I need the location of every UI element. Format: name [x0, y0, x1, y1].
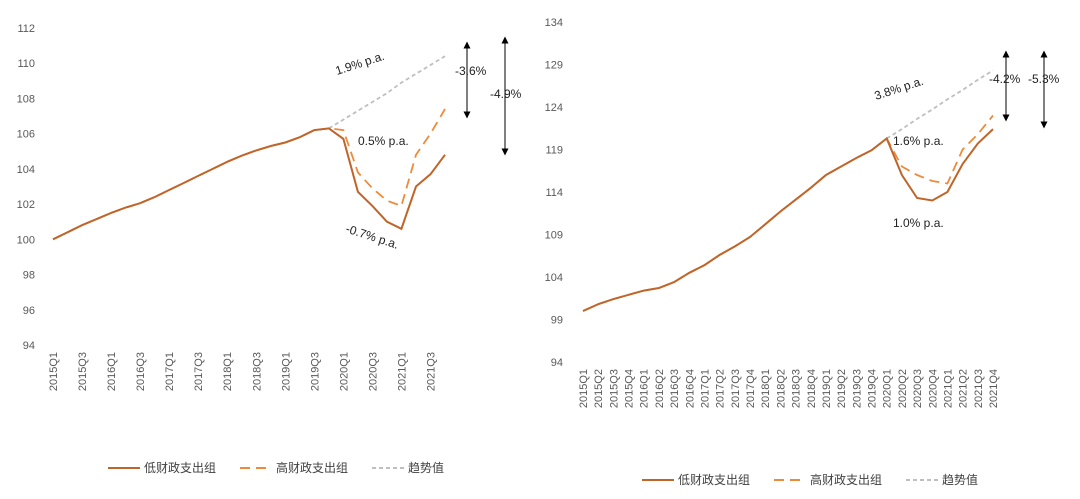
x-tick-label: 2020Q3: [367, 352, 379, 391]
x-tick-label: 2016Q1: [639, 369, 651, 408]
x-tick-label: 2021Q4: [988, 369, 1000, 408]
x-tick-label: 2016Q2: [654, 369, 666, 408]
series-line: [582, 128, 994, 312]
x-tick-label: 2015Q4: [624, 369, 636, 408]
legend-label: 低财政支出组: [678, 473, 750, 487]
y-tick-label: 104: [17, 164, 35, 176]
x-tick-label: 2018Q1: [760, 369, 772, 408]
x-tick-label: 2016Q4: [684, 369, 696, 408]
series-line: [328, 55, 446, 130]
x-tick-label: 2020Q1: [338, 352, 350, 391]
annotation: -3.6%: [455, 64, 487, 78]
x-tick-label: 2021Q3: [425, 352, 437, 391]
x-tick-label: 2020Q1: [882, 369, 894, 408]
x-tick-label: 2020Q4: [927, 369, 939, 408]
legend-label: 高财政支出组: [276, 460, 348, 475]
x-tick-label: 2016Q1: [106, 352, 118, 391]
x-tick-label: 2018Q2: [775, 369, 787, 408]
series-line: [886, 69, 994, 140]
x-tick-label: 2017Q4: [745, 369, 757, 408]
x-tick-label: 2015Q3: [608, 369, 620, 408]
x-tick-label: 2019Q1: [821, 369, 833, 408]
x-tick-label: 2019Q1: [280, 352, 292, 391]
x-tick-label: 2019Q3: [851, 369, 863, 408]
x-tick-label: 2019Q4: [867, 369, 879, 408]
x-tick-label: 2017Q1: [164, 352, 176, 391]
x-tick-label: 2015Q1: [578, 369, 590, 408]
x-tick-label: 2018Q3: [791, 369, 803, 408]
y-tick-label: 112: [17, 23, 35, 35]
y-tick-label: 114: [545, 187, 563, 199]
annotation: 3.8% p.a.: [873, 74, 926, 103]
legend-label: 低财政支出组: [144, 461, 216, 475]
y-tick-label: 100: [17, 234, 35, 246]
y-tick-label: 108: [17, 93, 35, 105]
annotation: 0.5% p.a.: [358, 134, 409, 148]
series-line: [52, 127, 446, 241]
y-tick-label: 99: [551, 315, 563, 327]
x-tick-label: 2015Q3: [77, 352, 89, 391]
annotation: 1.0% p.a.: [893, 216, 944, 230]
x-tick-label: 2021Q3: [973, 369, 985, 408]
x-tick-label: 2021Q1: [396, 352, 408, 391]
legend-label: 趋势值: [408, 460, 444, 475]
annotation: -5.3%: [1028, 72, 1060, 86]
x-tick-label: 2018Q3: [251, 352, 263, 391]
annotation: 1.6% p.a.: [893, 134, 944, 148]
x-tick-label: 2016Q3: [135, 352, 147, 391]
x-tick-label: 2020Q2: [897, 369, 909, 408]
annotation: -4.2%: [989, 72, 1021, 86]
x-tick-label: 2016Q3: [669, 369, 681, 408]
y-tick-label: 124: [545, 102, 563, 114]
x-tick-label: 2018Q4: [806, 369, 818, 408]
y-tick-label: 129: [545, 60, 563, 72]
y-tick-label: 134: [545, 17, 563, 29]
y-tick-label: 110: [17, 58, 35, 70]
annotation: 1.9% p.a.: [334, 49, 387, 78]
x-tick-label: 2019Q2: [836, 369, 848, 408]
y-tick-label: 109: [545, 230, 563, 242]
x-tick-label: 2021Q1: [942, 369, 954, 408]
y-tick-label: 94: [551, 357, 563, 369]
x-tick-label: 2017Q1: [699, 369, 711, 408]
y-tick-label: 96: [23, 305, 35, 317]
annotation: -0.7% p.a.: [344, 222, 400, 252]
legend-label: 趋势值: [942, 472, 978, 487]
legend-label: 高财政支出组: [810, 472, 882, 487]
y-tick-label: 94: [23, 340, 35, 352]
y-tick-label: 119: [545, 145, 563, 157]
x-tick-label: 2015Q1: [48, 352, 60, 391]
y-tick-label: 104: [545, 272, 563, 284]
arrows: [463, 36, 1048, 156]
x-tick-label: 2019Q3: [309, 352, 321, 391]
y-tick-label: 98: [23, 270, 35, 282]
y-tick-label: 106: [17, 129, 35, 141]
x-tick-label: 2020Q3: [912, 369, 924, 408]
x-tick-label: 2017Q3: [730, 369, 742, 408]
x-tick-label: 2017Q2: [715, 369, 727, 408]
x-tick-label: 2021Q2: [958, 369, 970, 408]
x-tick-label: 2015Q2: [593, 369, 605, 408]
annotation: -4.9%: [490, 87, 522, 101]
x-tick-label: 2017Q3: [193, 352, 205, 391]
x-tick-label: 2018Q1: [222, 352, 234, 391]
y-tick-label: 102: [17, 199, 35, 211]
